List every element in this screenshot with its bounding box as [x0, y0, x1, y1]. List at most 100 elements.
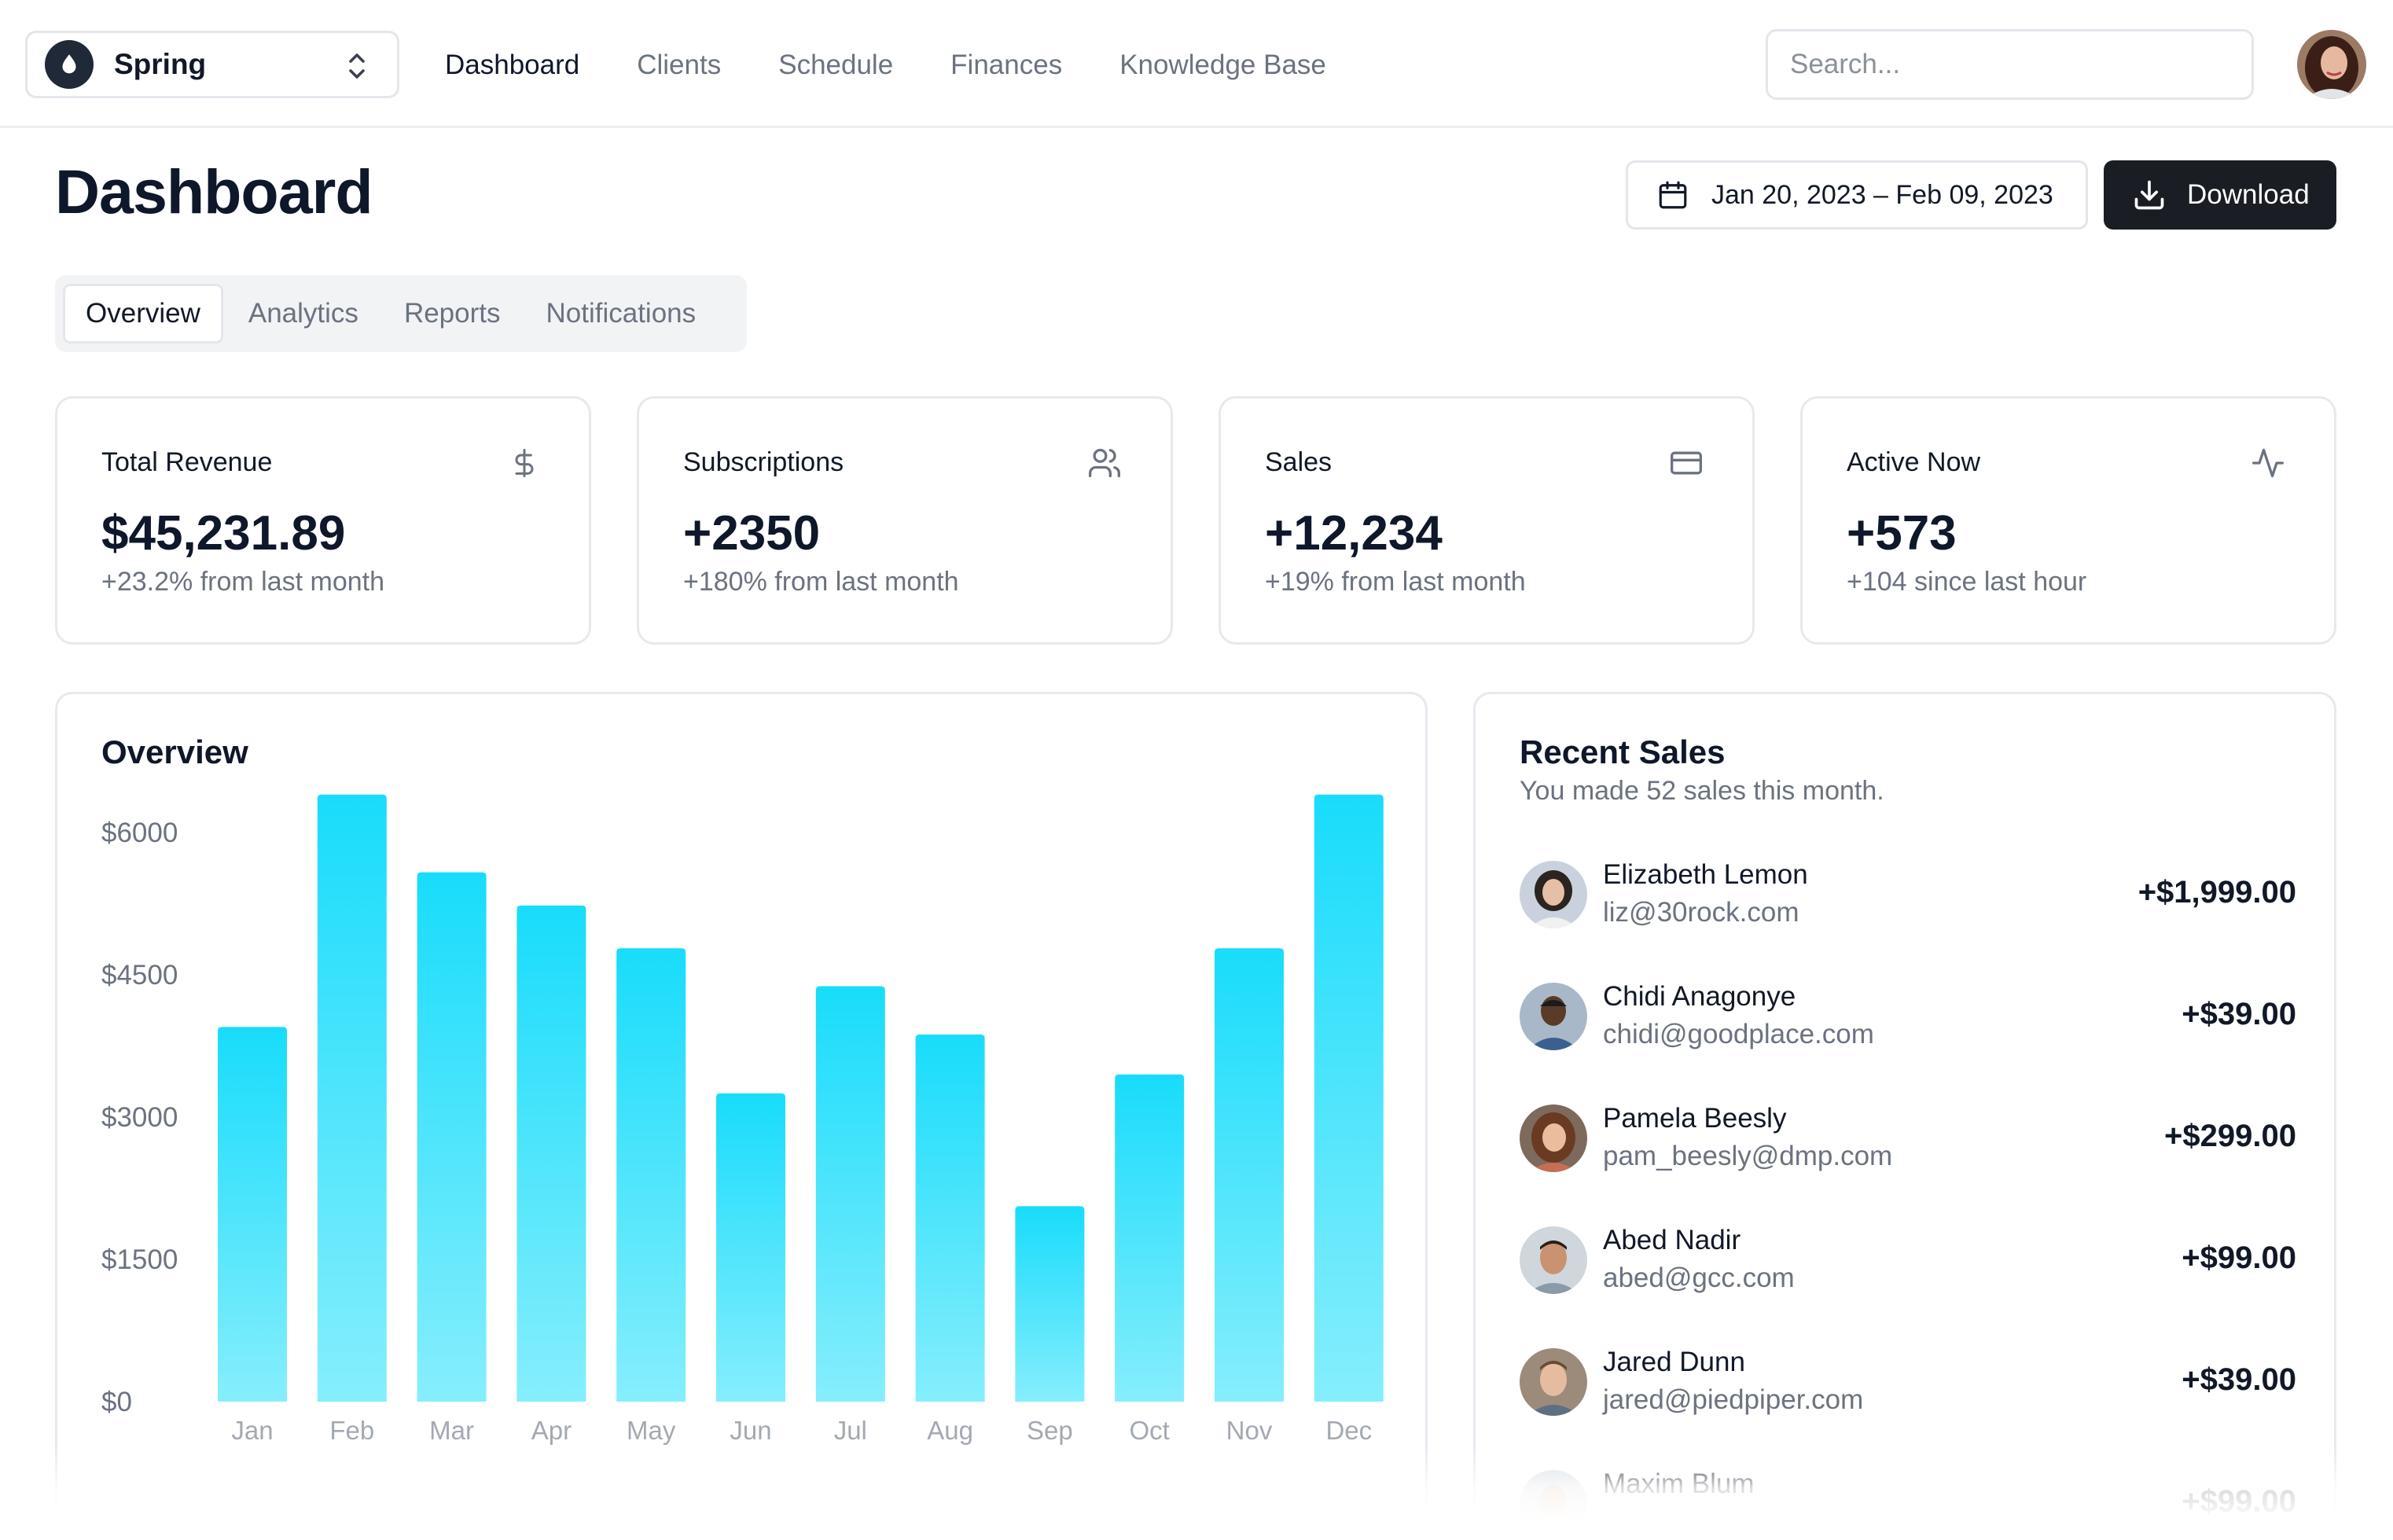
customer-avatar: [1520, 983, 1587, 1050]
credit-card-icon: [1671, 451, 1702, 475]
tab-notifications[interactable]: Notifications: [546, 298, 697, 329]
dollar-icon: [515, 448, 534, 478]
download-icon: [2134, 180, 2164, 210]
page-title: Dashboard: [55, 156, 373, 226]
recent-sales-title: Recent Sales: [1520, 733, 1726, 770]
customer-email: chidi@goodplace.com: [1603, 1019, 1874, 1049]
team-switcher[interactable]: Spring: [25, 31, 399, 98]
download-label: Download: [2187, 179, 2310, 210]
stat-card-sales: Sales +12,234 +19% from last month: [1219, 396, 1755, 645]
customer-avatar: [1520, 1226, 1587, 1294]
x-axis-tick-label: May: [627, 1416, 676, 1445]
y-axis-tick-label: $0: [101, 1387, 132, 1417]
nav-link-clients[interactable]: Clients: [637, 50, 722, 80]
y-axis-tick-label: $1500: [101, 1244, 178, 1275]
customer-name: Maxim Blum: [1603, 1468, 1755, 1499]
team-name: Spring: [114, 48, 207, 80]
sale-amount: +$39.00: [2182, 1362, 2296, 1397]
date-range-label: Jan 20, 2023 – Feb 09, 2023: [1711, 179, 2053, 210]
chart-bar-apr[interactable]: [516, 905, 586, 1402]
sale-row[interactable]: Abed Nadir abed@gcc.com +$99.00: [1520, 1225, 2296, 1296]
team-logo-icon: [45, 40, 94, 89]
x-axis-tick-label: Jul: [834, 1416, 867, 1445]
stat-change: +23.2% from last month: [101, 567, 385, 597]
customer-email: pam_beesly@dmp.com: [1603, 1141, 1893, 1171]
stat-title: Total Revenue: [101, 447, 273, 477]
date-range-picker[interactable]: Jan 20, 2023 – Feb 09, 2023: [1626, 160, 2088, 230]
x-axis-tick-label: Jun: [730, 1416, 771, 1445]
chart-bar-aug[interactable]: [915, 1035, 985, 1402]
x-axis-tick-label: Dec: [1325, 1416, 1372, 1445]
customer-name: Chidi Anagonye: [1603, 981, 1796, 1012]
x-axis-tick-label: Aug: [927, 1416, 973, 1445]
sale-amount: +$39.00: [2182, 997, 2296, 1031]
search-input[interactable]: [1790, 49, 2251, 80]
tab-reports[interactable]: Reports: [403, 298, 501, 329]
sale-row[interactable]: Pamela Beesly pam_beesly@dmp.com +$299.0…: [1520, 1103, 2296, 1174]
x-axis-tick-label: Sep: [1027, 1416, 1073, 1445]
tab-overview[interactable]: Overview: [63, 284, 223, 344]
chevrons-up-down-icon: [349, 53, 365, 79]
overview-card: Overview $6000 $4500 $3000 $1500 $0 Jan Feb Mar…: [55, 692, 1428, 1540]
chart-bar-may[interactable]: [616, 948, 686, 1402]
recent-sales-subtitle: You made 52 sales this month.: [1520, 776, 1884, 806]
sale-row[interactable]: Chidi Anagonye chidi@goodplace.com +$39.…: [1520, 981, 2296, 1052]
sale-amount: +$299.00: [2164, 1119, 2296, 1153]
search-box[interactable]: [1766, 29, 2254, 100]
chart-bar-jun[interactable]: [716, 1093, 785, 1402]
nav-link-knowledge-base[interactable]: Knowledge Base: [1119, 50, 1326, 80]
y-axis-tick-label: $3000: [101, 1102, 178, 1133]
chart-bar-mar[interactable]: [417, 872, 487, 1402]
stat-card-active-now: Active Now +573 +104 since last hour: [1800, 396, 2336, 645]
stat-value: +12,234: [1265, 506, 1443, 561]
chart-bar-jul[interactable]: [815, 986, 885, 1402]
stat-title: Sales: [1265, 447, 1333, 477]
recent-sales-card: Recent Sales You made 52 sales this mont…: [1473, 692, 2336, 1540]
overview-title: Overview: [101, 733, 248, 770]
stat-change: +19% from last month: [1265, 567, 1526, 597]
customer-email: jared@piedpiper.com: [1603, 1384, 1864, 1415]
nav-link-schedule[interactable]: Schedule: [778, 50, 894, 80]
x-axis-tick-label: Jan: [231, 1416, 273, 1445]
stat-title: Subscriptions: [683, 447, 844, 477]
user-avatar[interactable]: [2297, 30, 2366, 99]
stat-change: +104 since last hour: [1847, 567, 2087, 597]
x-axis-tick-label: Apr: [531, 1416, 572, 1445]
stat-card-subscriptions: Subscriptions +2350 +180% from last mont…: [637, 396, 1173, 645]
activity-icon: [2252, 448, 2284, 478]
customer-avatar: [1520, 1470, 1587, 1538]
sale-amount: +$99.00: [2182, 1240, 2296, 1275]
chart-bar-nov[interactable]: [1215, 948, 1284, 1402]
chart-bar-dec[interactable]: [1314, 794, 1384, 1402]
download-button[interactable]: Download: [2104, 160, 2336, 230]
x-axis-tick-label: Mar: [429, 1416, 474, 1445]
nav-link-dashboard[interactable]: Dashboard: [445, 50, 580, 80]
top-navbar: Spring Dashboard Clients Schedule Financ…: [0, 0, 2393, 128]
stat-value: $45,231.89: [101, 506, 346, 561]
customer-email: liz@30rock.com: [1603, 897, 1799, 928]
customer-name: Abed Nadir: [1603, 1225, 1741, 1255]
sale-row[interactable]: Elizabeth Lemon liz@30rock.com +$1,999.0…: [1520, 859, 2296, 930]
users-icon: [1089, 448, 1120, 478]
sale-row[interactable]: Jared Dunn jared@piedpiper.com +$39.00: [1520, 1347, 2296, 1417]
customer-name: Jared Dunn: [1603, 1347, 1745, 1377]
calendar-icon: [1659, 181, 1687, 209]
chart-bar-jan[interactable]: [218, 1027, 287, 1402]
nav-link-finances[interactable]: Finances: [950, 50, 1063, 80]
sale-row[interactable]: Maxim Blum +$99.00: [1520, 1468, 2296, 1539]
customer-name: Pamela Beesly: [1603, 1103, 1787, 1134]
x-axis-tick-label: Feb: [329, 1416, 374, 1445]
customer-email: abed@gcc.com: [1603, 1263, 1795, 1293]
stat-card-total-revenue: Total Revenue $45,231.89 +23.2% from las…: [55, 396, 591, 645]
dashboard-tabs: Overview Analytics Reports Notifications: [55, 275, 747, 352]
chart-bar-sep[interactable]: [1015, 1206, 1085, 1402]
tab-analytics[interactable]: Analytics: [248, 298, 358, 329]
y-axis-tick-label: $6000: [101, 818, 178, 848]
y-axis-tick-label: $4500: [101, 960, 178, 991]
chart-bar-feb[interactable]: [317, 794, 387, 1402]
overview-bar-chart: $6000 $4500 $3000 $1500 $0 Jan Feb Mar Apr May Jun…: [101, 794, 1384, 1445]
stat-title: Active Now: [1847, 447, 1981, 477]
stat-change: +180% from last month: [683, 567, 959, 597]
chart-bar-oct[interactable]: [1115, 1074, 1185, 1402]
